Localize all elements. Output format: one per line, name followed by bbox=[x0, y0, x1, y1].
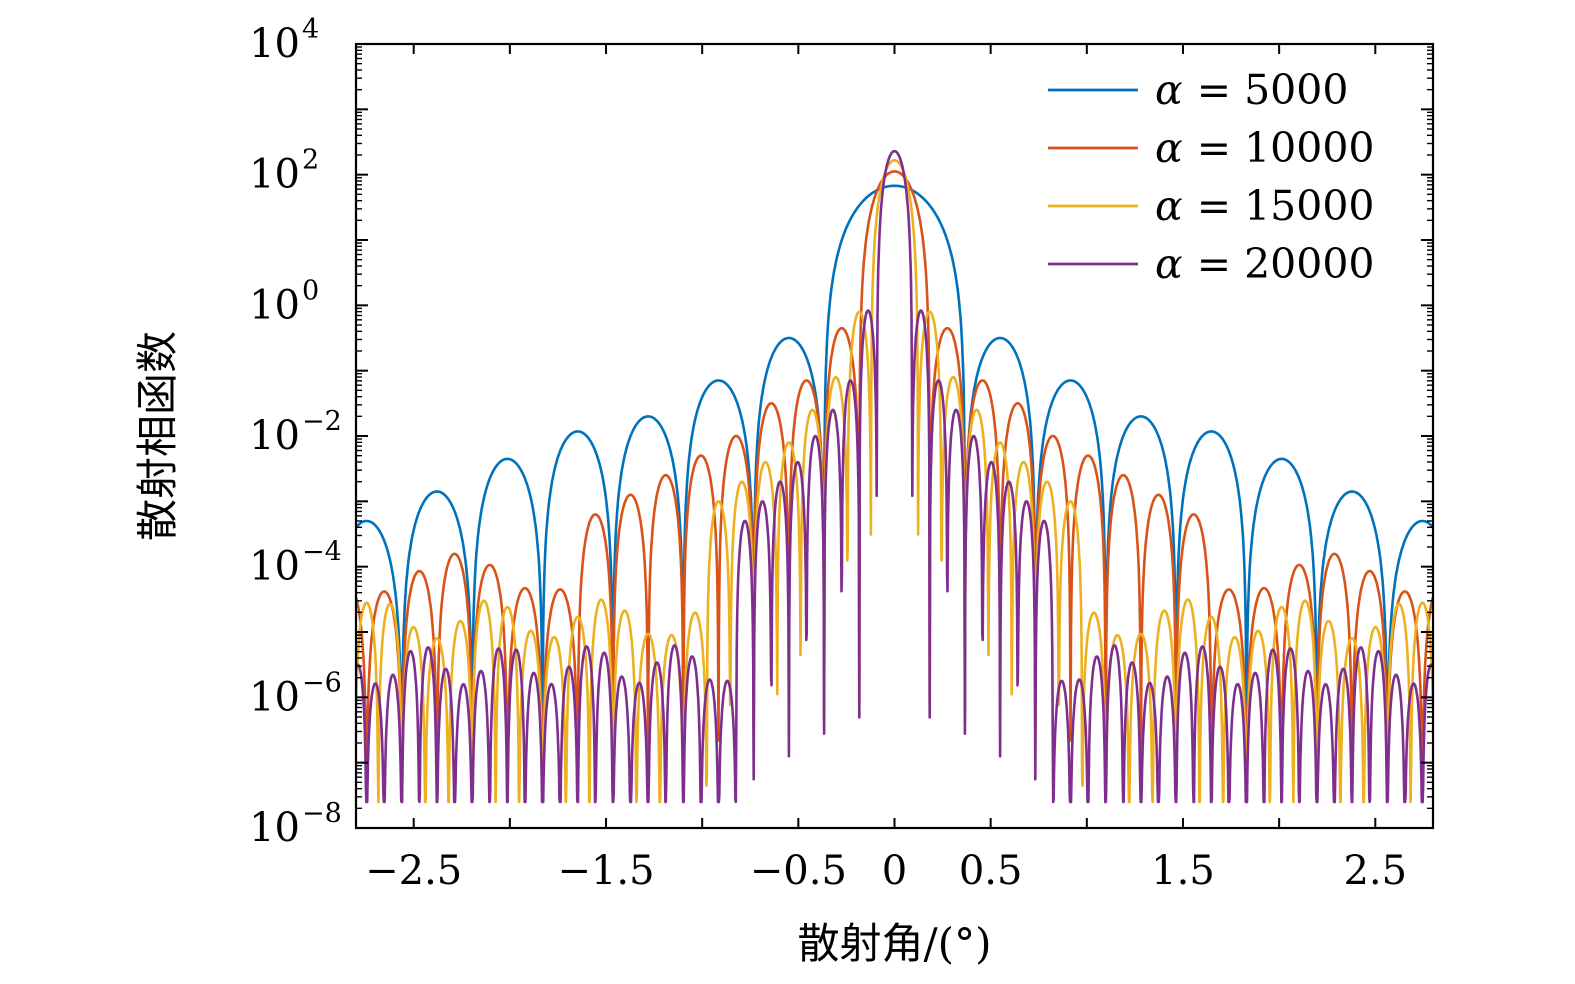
legend-value: = 15000 bbox=[1197, 182, 1375, 230]
plot-frame bbox=[354, 42, 1435, 830]
y-tick-label: 10 0 bbox=[249, 275, 319, 328]
series-layer bbox=[356, 149, 1433, 804]
x-axis-label: 散射角/(°) bbox=[798, 919, 992, 968]
y-tick-exponent: 0 bbox=[302, 275, 319, 306]
legend-alpha: α bbox=[1155, 240, 1183, 288]
y-tick-label: 10 −8 bbox=[249, 798, 342, 851]
legend-label-1: α = 5000 bbox=[1155, 66, 1348, 114]
legend-alpha: α bbox=[1155, 124, 1183, 172]
y-tick-base: 10 bbox=[249, 544, 300, 590]
y-tick-exponent: 2 bbox=[302, 145, 319, 176]
y-tick-base: 10 bbox=[249, 21, 300, 67]
y-tick-base: 10 bbox=[249, 152, 300, 198]
y-tick-exponent: −6 bbox=[302, 667, 342, 698]
x-tick-label: −0.5 bbox=[750, 848, 847, 894]
legend-label-3: α = 15000 bbox=[1155, 182, 1375, 230]
series-line-1 bbox=[356, 184, 1433, 789]
series-line-4 bbox=[356, 149, 1433, 804]
x-tick-label: 0 bbox=[882, 848, 907, 894]
legend-label-2: α = 10000 bbox=[1155, 124, 1375, 172]
y-tick-base: 10 bbox=[249, 413, 300, 459]
y-tick-label: 10 4 bbox=[249, 14, 319, 67]
y-tick-base: 10 bbox=[249, 805, 300, 851]
legend-value: = 20000 bbox=[1197, 240, 1375, 288]
series-line-2 bbox=[356, 170, 1433, 804]
legend-value: = 10000 bbox=[1197, 124, 1375, 172]
y-tick-base: 10 bbox=[249, 282, 300, 328]
y-tick-label: 10 −2 bbox=[249, 406, 342, 459]
y-tick-label: 10 −6 bbox=[249, 667, 342, 720]
y-axis-label: 散射相函数 bbox=[133, 331, 182, 541]
legend-alpha: α bbox=[1155, 66, 1183, 114]
legend-value: = 5000 bbox=[1197, 66, 1349, 114]
y-tick-exponent: −2 bbox=[302, 406, 342, 437]
y-tick-base: 10 bbox=[249, 674, 300, 720]
y-tick-exponent: 4 bbox=[302, 14, 319, 45]
y-tick-exponent: −8 bbox=[302, 798, 342, 829]
x-tick-label: 0.5 bbox=[959, 848, 1023, 894]
legend-label-4: α = 20000 bbox=[1155, 240, 1375, 288]
series-line-3 bbox=[356, 159, 1433, 804]
x-tick-label: 1.5 bbox=[1151, 848, 1215, 894]
x-tick-label: −1.5 bbox=[557, 848, 654, 894]
y-tick-exponent: −4 bbox=[302, 537, 342, 568]
x-tick-label: 2.5 bbox=[1343, 848, 1407, 894]
y-tick-label: 10 −4 bbox=[249, 537, 342, 590]
y-tick-label: 10 2 bbox=[249, 145, 319, 198]
x-tick-label: −2.5 bbox=[365, 848, 462, 894]
legend-alpha: α bbox=[1155, 182, 1183, 230]
x-tick-labels: −2.5 −1.5 −0.5 0 0.5 1.5 2.5 bbox=[365, 848, 1407, 894]
legend: α = 5000 α = 10000 α = 15000 α = 20000 bbox=[1048, 66, 1375, 288]
